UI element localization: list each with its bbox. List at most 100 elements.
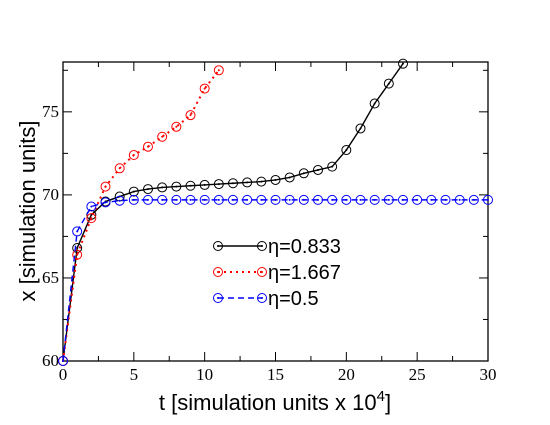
data-point-center [189,198,192,201]
data-point-center [76,230,79,233]
x-axis-label-close: ] [385,390,391,415]
y-axis-label: x [simulation units] [15,121,40,302]
data-point-marker [86,201,97,212]
data-point-center [90,217,93,220]
data-point [327,161,338,172]
data-point [213,65,224,76]
x-tick-label: 15 [267,365,284,384]
data-point [298,168,309,179]
legend-entry-2: η=0.5 [213,288,319,310]
data-point-marker [199,194,210,205]
data-point [213,179,224,190]
data-point-center [132,190,135,193]
y-tick-label: 65 [42,268,59,287]
data-point-center [288,176,291,179]
data-point-marker [143,141,153,152]
legend-marker-center [217,297,219,299]
data-point-center [132,154,135,157]
data-point-center [189,184,192,187]
legend-label: η=1.667 [268,262,341,284]
data-point-marker [157,182,168,193]
data-point [143,194,153,205]
data-point [383,194,394,205]
data-point-center [217,69,220,72]
data-point [383,78,394,89]
data-point-marker [454,194,465,205]
series-line [62,69,220,362]
data-point-center [217,183,220,186]
data-point [228,178,238,189]
data-point [171,194,182,205]
data-point [143,184,153,195]
data-point [100,197,111,208]
data-point-marker [412,194,423,205]
data-point [256,176,267,187]
data-point [58,356,68,366]
data-point [468,194,479,205]
data-point-marker [185,180,196,191]
data-point [313,194,323,205]
data-point-center [487,198,489,201]
data-point [157,194,168,205]
legend-marker-center [261,271,263,273]
data-point-center [175,185,178,188]
data-point-marker [100,181,111,192]
x-axis-label: t [simulation units x 104] [159,388,391,415]
data-point-center [175,125,178,128]
data-point-center [90,213,93,216]
data-point [199,83,210,94]
data-point [440,194,451,205]
data-point-marker [341,194,352,205]
data-point-center [104,185,107,188]
data-point [270,174,281,185]
data-point [256,194,267,205]
data-point-marker [128,186,139,197]
data-point-center [458,198,461,201]
data-point [171,181,182,192]
data-point-center [302,198,305,201]
legend-entry-1: η=1.667 [213,262,341,284]
data-point [86,201,97,212]
data-point-center [274,198,277,201]
data-point [114,163,125,174]
data-point-marker [313,164,323,175]
data-point-marker [483,194,493,205]
data-point-center [387,82,390,85]
data-point-marker [199,83,210,94]
data-point-center [147,145,149,148]
legend-marker-center [261,245,263,247]
data-point-marker [369,194,380,205]
data-point [341,194,352,205]
data-point-marker [341,145,352,156]
data-point-marker [128,150,139,161]
data-point-marker [327,194,338,205]
data-point-center [189,114,192,117]
data-point [398,194,408,205]
data-point-center [331,165,334,168]
data-point-center [302,172,305,175]
data-point [426,194,437,205]
data-point-marker [426,194,437,205]
legend-marker [213,293,223,303]
data-point [355,194,366,205]
data-point [185,110,196,121]
data-point-center [416,198,419,201]
y-tick-label: 60 [42,351,59,370]
legend-marker [257,267,267,277]
legend-marker [257,241,267,251]
data-point [185,180,196,191]
data-point [483,194,493,205]
data-point-center [76,247,79,250]
x-axis-label-superscript: 4 [377,388,385,405]
data-point-center [387,198,390,201]
data-point-marker [213,65,224,76]
data-point-marker [256,176,267,187]
data-point-marker [369,98,380,109]
data-point-center [345,149,348,152]
data-point-marker [171,194,182,205]
data-point-center [118,199,121,202]
data-point-center [232,182,234,185]
data-point [213,194,224,205]
series-0 [58,58,408,366]
legend-entry-0: η=0.833 [213,236,341,258]
